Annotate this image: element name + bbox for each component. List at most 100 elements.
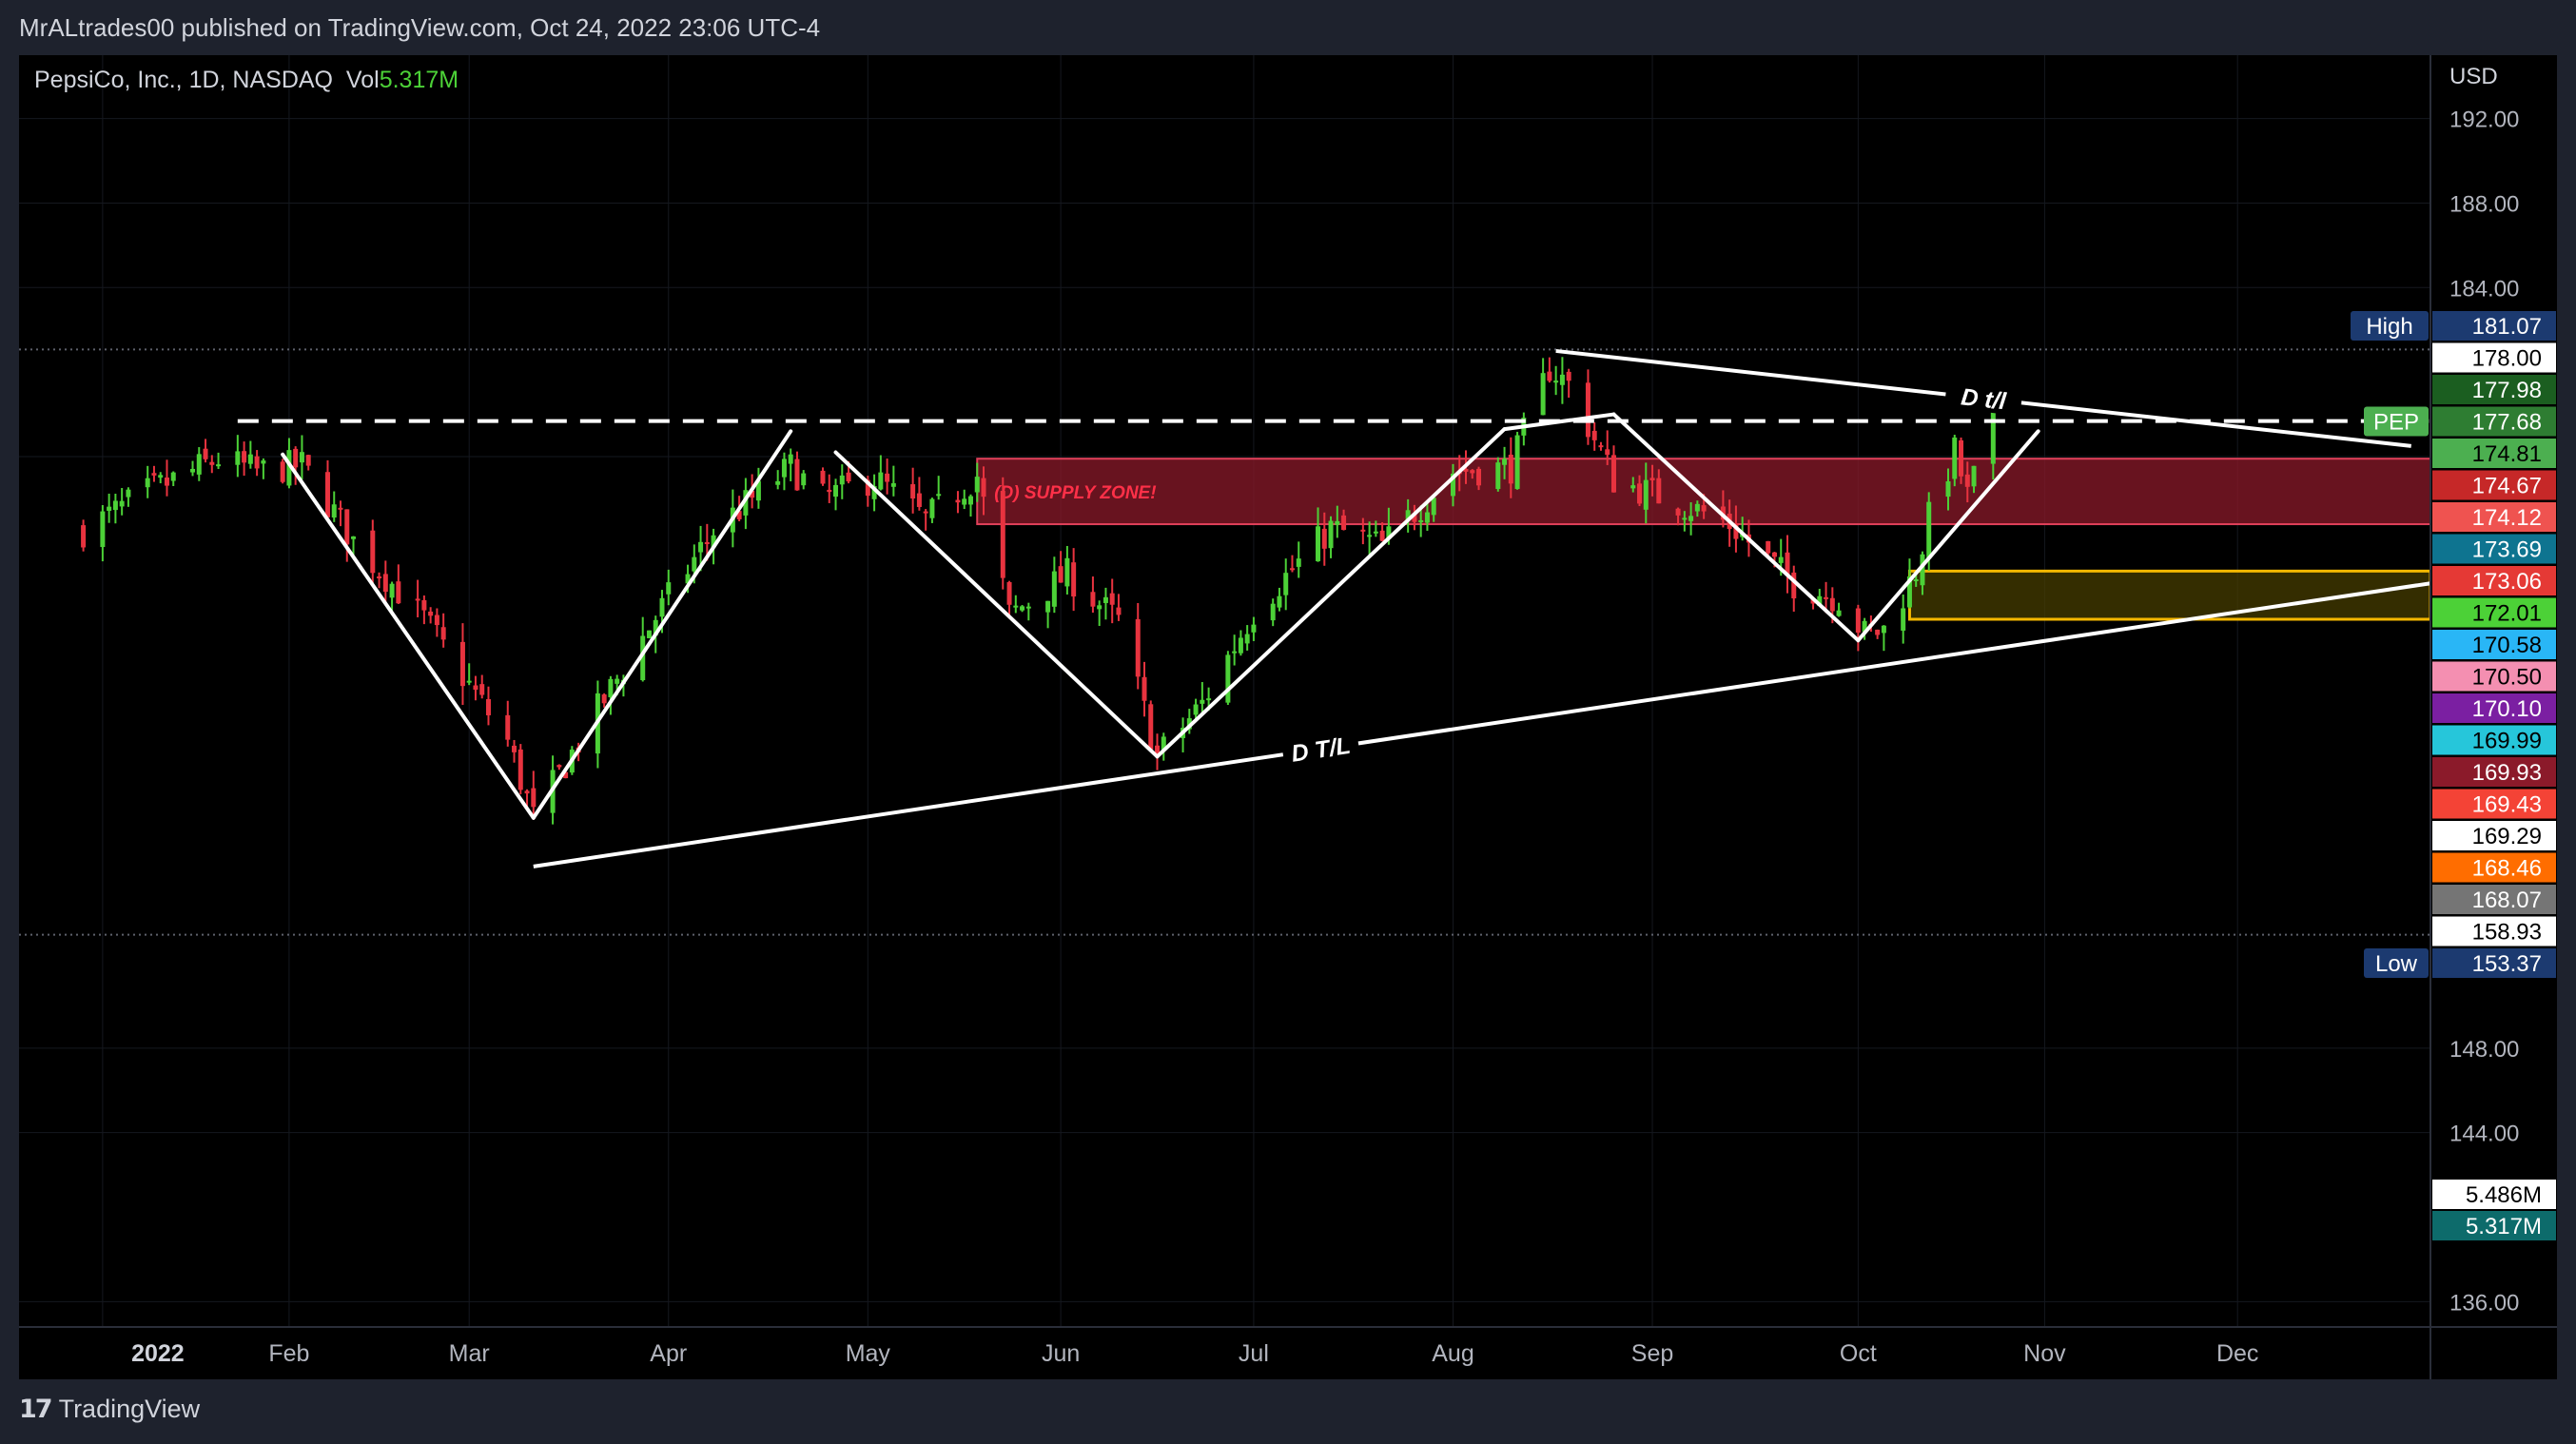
candle-body [1251,624,1257,633]
grid [19,55,2430,1327]
price-label-bg [2432,597,2556,628]
price-label: 170.50 [2472,665,2542,691]
candle-body [1328,520,1334,549]
candle-body [1862,620,1867,633]
price-label-bg [2432,630,2556,659]
candle-body [389,583,395,598]
candle-body [247,454,253,464]
chart-frame[interactable] [19,55,2557,1379]
candle-body [1694,503,1700,512]
candle-body [158,475,164,478]
candle-body [1605,449,1610,456]
candle-body [203,448,208,459]
candle-body [1071,562,1077,597]
supply-zone-label: (D) SUPPLY ZONE! [994,483,1156,503]
price-label-bg [2432,375,2556,404]
candle-body [1875,629,1881,635]
zigzag-segment [1155,427,1507,759]
candle-body [1463,469,1469,472]
price-label-bg [2432,311,2556,341]
candle-body [1360,529,1366,532]
x-tick-label: Oct [1840,1340,1877,1367]
candle-body [1906,576,1912,608]
candle-body [524,790,530,794]
x-tick-label: Apr [650,1340,687,1367]
candle-body [827,489,832,493]
chart-legend: PepsiCo, Inc., 1D, NASDAQ Vol5.317M [34,67,459,94]
candle-body [1649,478,1655,480]
candle-body [1824,596,1829,599]
candle-body [1964,474,1970,487]
candle-body [1025,606,1031,609]
price-label-bg [2432,852,2556,883]
candle-body [1476,468,1482,486]
candle-body [833,484,839,498]
candle-body [801,473,807,486]
candle-body [955,499,961,503]
candle-body [1225,654,1231,703]
candle-body [1817,595,1823,606]
price-label-bg [2432,693,2556,723]
price-label: 181.07 [2472,314,2542,340]
price-label-bg [2432,948,2556,978]
candle-body [685,574,691,584]
currency-label: USD [2449,64,2498,89]
candle-body [351,536,357,539]
candle-body [1097,605,1103,610]
candle-body [1470,470,1475,474]
x-tick-label: Jul [1239,1340,1269,1367]
price-label: 178.00 [2472,346,2542,372]
candle-body [962,498,967,505]
candle-body [1766,540,1771,554]
candle-body [428,611,434,616]
published-info: MrALtrades00 published on TradingView.co… [19,13,821,42]
candle-body [608,678,614,697]
lower-trendline-label-bg [1280,728,1361,769]
candle-body [736,511,742,519]
candle-body [485,698,491,715]
candle-body [1193,704,1199,715]
candle-body [1920,554,1925,586]
zigzag-segment [833,450,1160,759]
price-label: 169.29 [2472,824,2542,849]
candle-body [601,694,607,704]
x-tick-label: Mar [449,1340,490,1367]
candle-body [209,461,215,465]
candle-body [1232,651,1238,654]
candle-body [286,450,292,486]
candle-body [936,494,942,497]
candle-body [1431,498,1436,516]
candle-body [254,456,260,469]
candle-body [1135,618,1141,677]
candle-body [1238,637,1243,654]
candle-body [1090,592,1096,607]
candle-body [396,581,401,604]
candle-body [299,452,304,463]
candle-body [981,478,986,498]
candle-body [865,479,870,497]
candle-body [1367,535,1373,537]
candle-body [556,765,562,768]
candle-body [1778,556,1784,563]
price-tag-bg [2364,406,2429,437]
candle-body [1791,572,1797,599]
candle-body [1585,382,1590,438]
candle-body [1161,736,1166,751]
candle-body [151,473,157,476]
candle-body [344,509,350,545]
candle-body [81,525,87,548]
candle-body [1244,634,1250,644]
lower-trendline-label-group: D T/L [1280,728,1361,769]
price-label-bg [2432,661,2556,692]
zigzag-segment [1502,412,1616,432]
header-bar: MrALtrades00 published on TradingView.co… [0,0,2576,55]
candle-body [1289,568,1295,571]
x-tick-label: Nov [2023,1340,2066,1367]
zones: (D) SUPPLY ZONE! [976,458,2432,621]
candle-body [692,556,697,572]
x-tick-label: Dec [2216,1340,2258,1367]
candle-body [1200,699,1205,704]
candle-body [1386,526,1392,539]
tradingview-logo[interactable]: 𝟭𝟳 TradingView [19,1395,200,1424]
